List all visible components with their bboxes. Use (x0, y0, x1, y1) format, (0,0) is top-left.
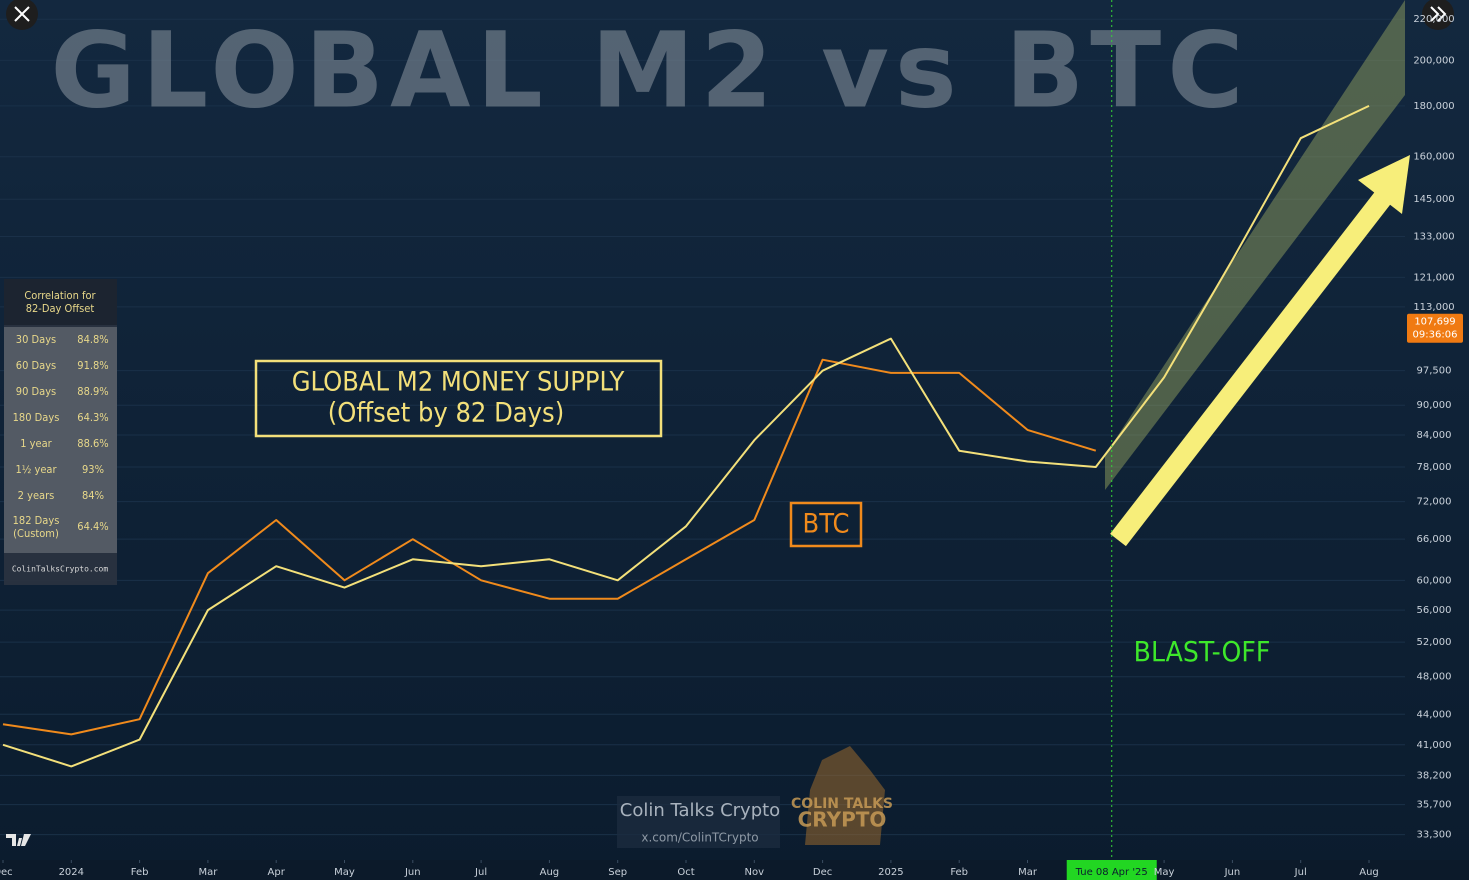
annotation: BLAST-OFF (1134, 635, 1271, 668)
table-period: 180 Days (13, 411, 60, 424)
y-tick-label: 52,000 (1417, 637, 1452, 648)
btc-label-box (789, 501, 863, 548)
expand-icon[interactable] (1430, 6, 1447, 22)
series-line (2, 104, 1370, 768)
y-tick-label: 121,000 (1413, 272, 1454, 283)
y-tick-label: 160,000 (1413, 152, 1454, 163)
table-period: 182 Days (13, 514, 60, 527)
x-tick-label: Aug (540, 867, 560, 878)
x-tick-label: Aug (1359, 867, 1379, 878)
x-tick-label: Nov (745, 867, 765, 878)
chart-title: GLOBAL M2 vs BTC (50, 9, 1249, 131)
table-corr: 88.6% (77, 437, 108, 450)
y-tick-label: 33,300 (1417, 830, 1452, 841)
expand-button[interactable] (1422, 0, 1454, 30)
watermark-handle: x.com/ColinTCrypto (641, 831, 758, 845)
x-tick-label: Jul (474, 867, 487, 878)
crosshair-label-box (1066, 860, 1157, 880)
y-tick-label: 78,000 (1417, 462, 1452, 473)
table-corr: 93% (82, 463, 104, 476)
y-tick-label: 133,000 (1413, 232, 1454, 243)
y-tick-label: 41,000 (1417, 740, 1452, 751)
table-corr: 64.3% (77, 411, 108, 424)
y-tick-label: 35,700 (1417, 800, 1452, 811)
y-tick-label: 113,000 (1413, 302, 1454, 313)
btc-label: BTC (803, 509, 850, 540)
table-period: 60 Days (16, 359, 56, 372)
y-tick-label: 38,200 (1417, 770, 1452, 781)
table-period: 1 year (20, 437, 52, 450)
m2-label: GLOBAL M2 MONEY SUPPLY (292, 367, 625, 398)
table-corr: 84.8% (77, 333, 108, 346)
y-tick-label: 66,000 (1417, 534, 1452, 545)
x-tick-label: 2024 (59, 867, 84, 878)
table-title: Correlation for (24, 289, 96, 302)
m2-label-box (254, 359, 663, 438)
watermark-name: Colin Talks Crypto (620, 800, 780, 821)
x-tick-label: Jun (404, 867, 421, 878)
table-corr: 88.9% (77, 385, 108, 398)
arrow-shaft (1110, 188, 1393, 547)
close-icon[interactable] (14, 6, 30, 22)
m2-sublabel: (Offset by 82 Days) (328, 398, 564, 429)
y-tick-label: 44,000 (1417, 709, 1452, 720)
x-tick-label: May (1154, 867, 1175, 878)
x-tick-label: Jul (1294, 867, 1307, 878)
x-tick-label: Mar (1018, 867, 1038, 878)
x-tick-label: Feb (131, 867, 149, 878)
y-tick-label: 56,000 (1417, 605, 1452, 616)
x-tick-label: 2025 (878, 867, 903, 878)
arrow-head (1358, 155, 1410, 214)
x-tick-label: Feb (950, 867, 968, 878)
watermark-box (617, 796, 780, 848)
table-footer: ColinTalksCrypto.com (12, 565, 109, 574)
grid (0, 18, 1405, 863)
table-corr: 84% (82, 489, 104, 502)
table-period: 2 years (18, 489, 55, 502)
table-period-note: (Custom) (13, 527, 59, 540)
tv-logo (6, 834, 31, 846)
table-body-bg (4, 327, 117, 553)
table-period: 90 Days (16, 385, 56, 398)
y-tick-label: 145,000 (1413, 194, 1454, 205)
y-tick-label: 220,000 (1413, 14, 1454, 25)
watermark-logo: CRYPTO (798, 808, 887, 832)
x-tick-label: Apr (268, 867, 286, 878)
table-header-bg (4, 279, 117, 325)
table-period: 1½ year (15, 463, 57, 476)
table-title: 82-Day Offset (26, 302, 95, 315)
y-tick-label: 200,000 (1413, 55, 1454, 66)
price-tag-label: 107,699 (1414, 317, 1455, 328)
x-tick-label: Mar (198, 867, 218, 878)
y-tick-label: 84,000 (1417, 430, 1452, 441)
x-tick-label: Oct (677, 867, 694, 878)
y-tick-label: 60,000 (1417, 575, 1452, 586)
watermark-logo: COLIN TALKS (791, 796, 893, 812)
y-tick-label: 48,000 (1417, 672, 1452, 683)
x-tick-label: Sep (608, 867, 627, 878)
table-corr: 91.8% (77, 359, 108, 372)
x-axis-strip (0, 860, 1469, 880)
series-line (2, 358, 1097, 736)
overlays: BTC GLOBAL M2 MONEY SUPPLY(Offset by 82 D… (4, 0, 1463, 880)
watermark-bull (805, 746, 885, 845)
price-tag-time: 09:36:06 (1413, 330, 1458, 341)
close-button[interactable] (6, 0, 38, 30)
x-tick-label: Dec (813, 867, 832, 878)
series-lines (2, 104, 1370, 768)
y-tick-label: 180,000 (1413, 101, 1454, 112)
x-tick-label: May (334, 867, 355, 878)
table-period: 30 Days (16, 333, 56, 346)
y-tick-label: 72,000 (1417, 497, 1452, 508)
x-tick-label: Jun (1224, 867, 1241, 878)
table-corr: 64.4% (77, 520, 108, 533)
y-tick-label: 97,500 (1417, 366, 1452, 377)
y-tick-label: 90,000 (1417, 400, 1452, 411)
price-tag-box (1407, 313, 1463, 343)
crosshair-label: Tue 08 Apr '25 (1075, 867, 1148, 878)
x-tick-label: Dec (0, 867, 13, 878)
trend-channel (1105, 0, 1405, 490)
